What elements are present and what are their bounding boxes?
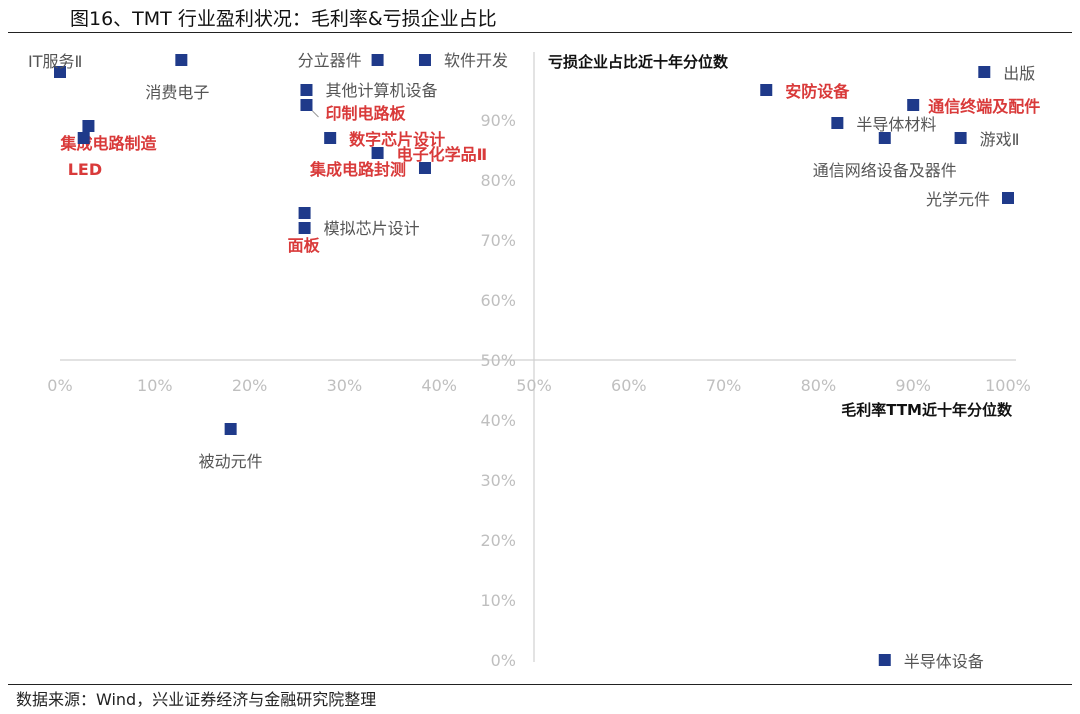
- scatter-point: [224, 423, 237, 435]
- scatter-point: [978, 66, 991, 78]
- point-label: 数字芯片设计: [349, 130, 445, 149]
- scatter-point: [907, 99, 920, 111]
- point-label: 面板: [288, 236, 321, 255]
- scatter-point: [831, 117, 844, 129]
- bottom-rule: [8, 684, 1072, 685]
- point-label: 出版: [1003, 64, 1035, 83]
- point-label: 印制电路板: [325, 104, 406, 123]
- source-note: 数据来源：Wind，兴业证券经济与金融研究院整理: [16, 690, 377, 709]
- point-label: 软件开发: [444, 51, 508, 70]
- point-label: 游戏Ⅱ: [980, 130, 1020, 149]
- y-tick-label: 20%: [480, 531, 516, 550]
- leader-line: [312, 110, 319, 118]
- point-label: IT服务Ⅱ: [28, 52, 82, 71]
- y-tick-label: 80%: [480, 171, 516, 190]
- scatter-point: [175, 54, 188, 66]
- y-tick-label: 90%: [480, 111, 516, 130]
- top-rule: [8, 32, 1072, 33]
- scatter-point: [418, 162, 431, 174]
- x-tick-label: 50%: [516, 376, 552, 395]
- y-tick-label: 0%: [491, 651, 516, 670]
- x-tick-label: 40%: [421, 376, 457, 395]
- scatter-point: [300, 84, 313, 96]
- point-label: 消费电子: [145, 83, 209, 102]
- point-label: 电子化学品Ⅱ: [397, 145, 488, 164]
- x-tick-label: 30%: [327, 376, 363, 395]
- y-tick-label: 40%: [480, 411, 516, 430]
- point-label: 半导体设备: [904, 652, 984, 671]
- x-tick-label: 100%: [985, 376, 1031, 395]
- scatter-point: [878, 132, 891, 144]
- point-label: 集成电路封测: [309, 160, 406, 179]
- point-label: 分立器件: [298, 51, 362, 70]
- point-label: 光学元件: [926, 190, 990, 209]
- scatter-point: [298, 222, 311, 234]
- point-label: LED: [68, 160, 102, 179]
- point-label: 通信终端及配件: [928, 97, 1040, 116]
- scatter-point: [371, 147, 384, 159]
- x-tick-label: 10%: [137, 376, 173, 395]
- scatter-point: [371, 54, 384, 66]
- point-label: 半导体材料: [856, 115, 936, 134]
- y-tick-label: 50%: [480, 351, 516, 370]
- scatter-point: [878, 654, 891, 666]
- scatter-point: [324, 132, 337, 144]
- y-tick-label: 10%: [480, 591, 516, 610]
- y-tick-label: 60%: [480, 291, 516, 310]
- figure-title: 图16、TMT 行业盈利状况：毛利率&亏损企业占比: [70, 8, 497, 30]
- scatter-point: [1002, 192, 1014, 204]
- x-tick-label: 0%: [47, 376, 72, 395]
- point-label: 被动元件: [199, 452, 263, 471]
- point-label: 安防设备: [785, 82, 850, 101]
- scatter-point: [298, 207, 311, 219]
- x-tick-label: 70%: [706, 376, 742, 395]
- point-label: 集成电路制造: [59, 134, 157, 153]
- scatter-point: [300, 99, 313, 111]
- x-axis-title: 毛利率TTM近十年分位数: [841, 401, 1013, 419]
- scatter-point: [82, 120, 95, 132]
- scatter-point: [77, 132, 90, 144]
- x-tick-label: 20%: [232, 376, 268, 395]
- point-label: 模拟芯片设计: [324, 219, 420, 238]
- y-tick-label: 70%: [480, 231, 516, 250]
- x-tick-label: 60%: [611, 376, 647, 395]
- scatter-point: [54, 66, 66, 78]
- scatter-point: [418, 54, 431, 66]
- y-axis-title: 亏损企业占比近十年分位数: [548, 53, 729, 71]
- scatter-point: [760, 84, 773, 96]
- point-label: 其他计算机设备: [325, 81, 437, 100]
- y-tick-label: 30%: [480, 471, 516, 490]
- scatter-point: [954, 132, 967, 144]
- point-label: 通信网络设备及器件: [813, 161, 957, 180]
- x-tick-label: 80%: [801, 376, 837, 395]
- x-tick-label: 90%: [895, 376, 931, 395]
